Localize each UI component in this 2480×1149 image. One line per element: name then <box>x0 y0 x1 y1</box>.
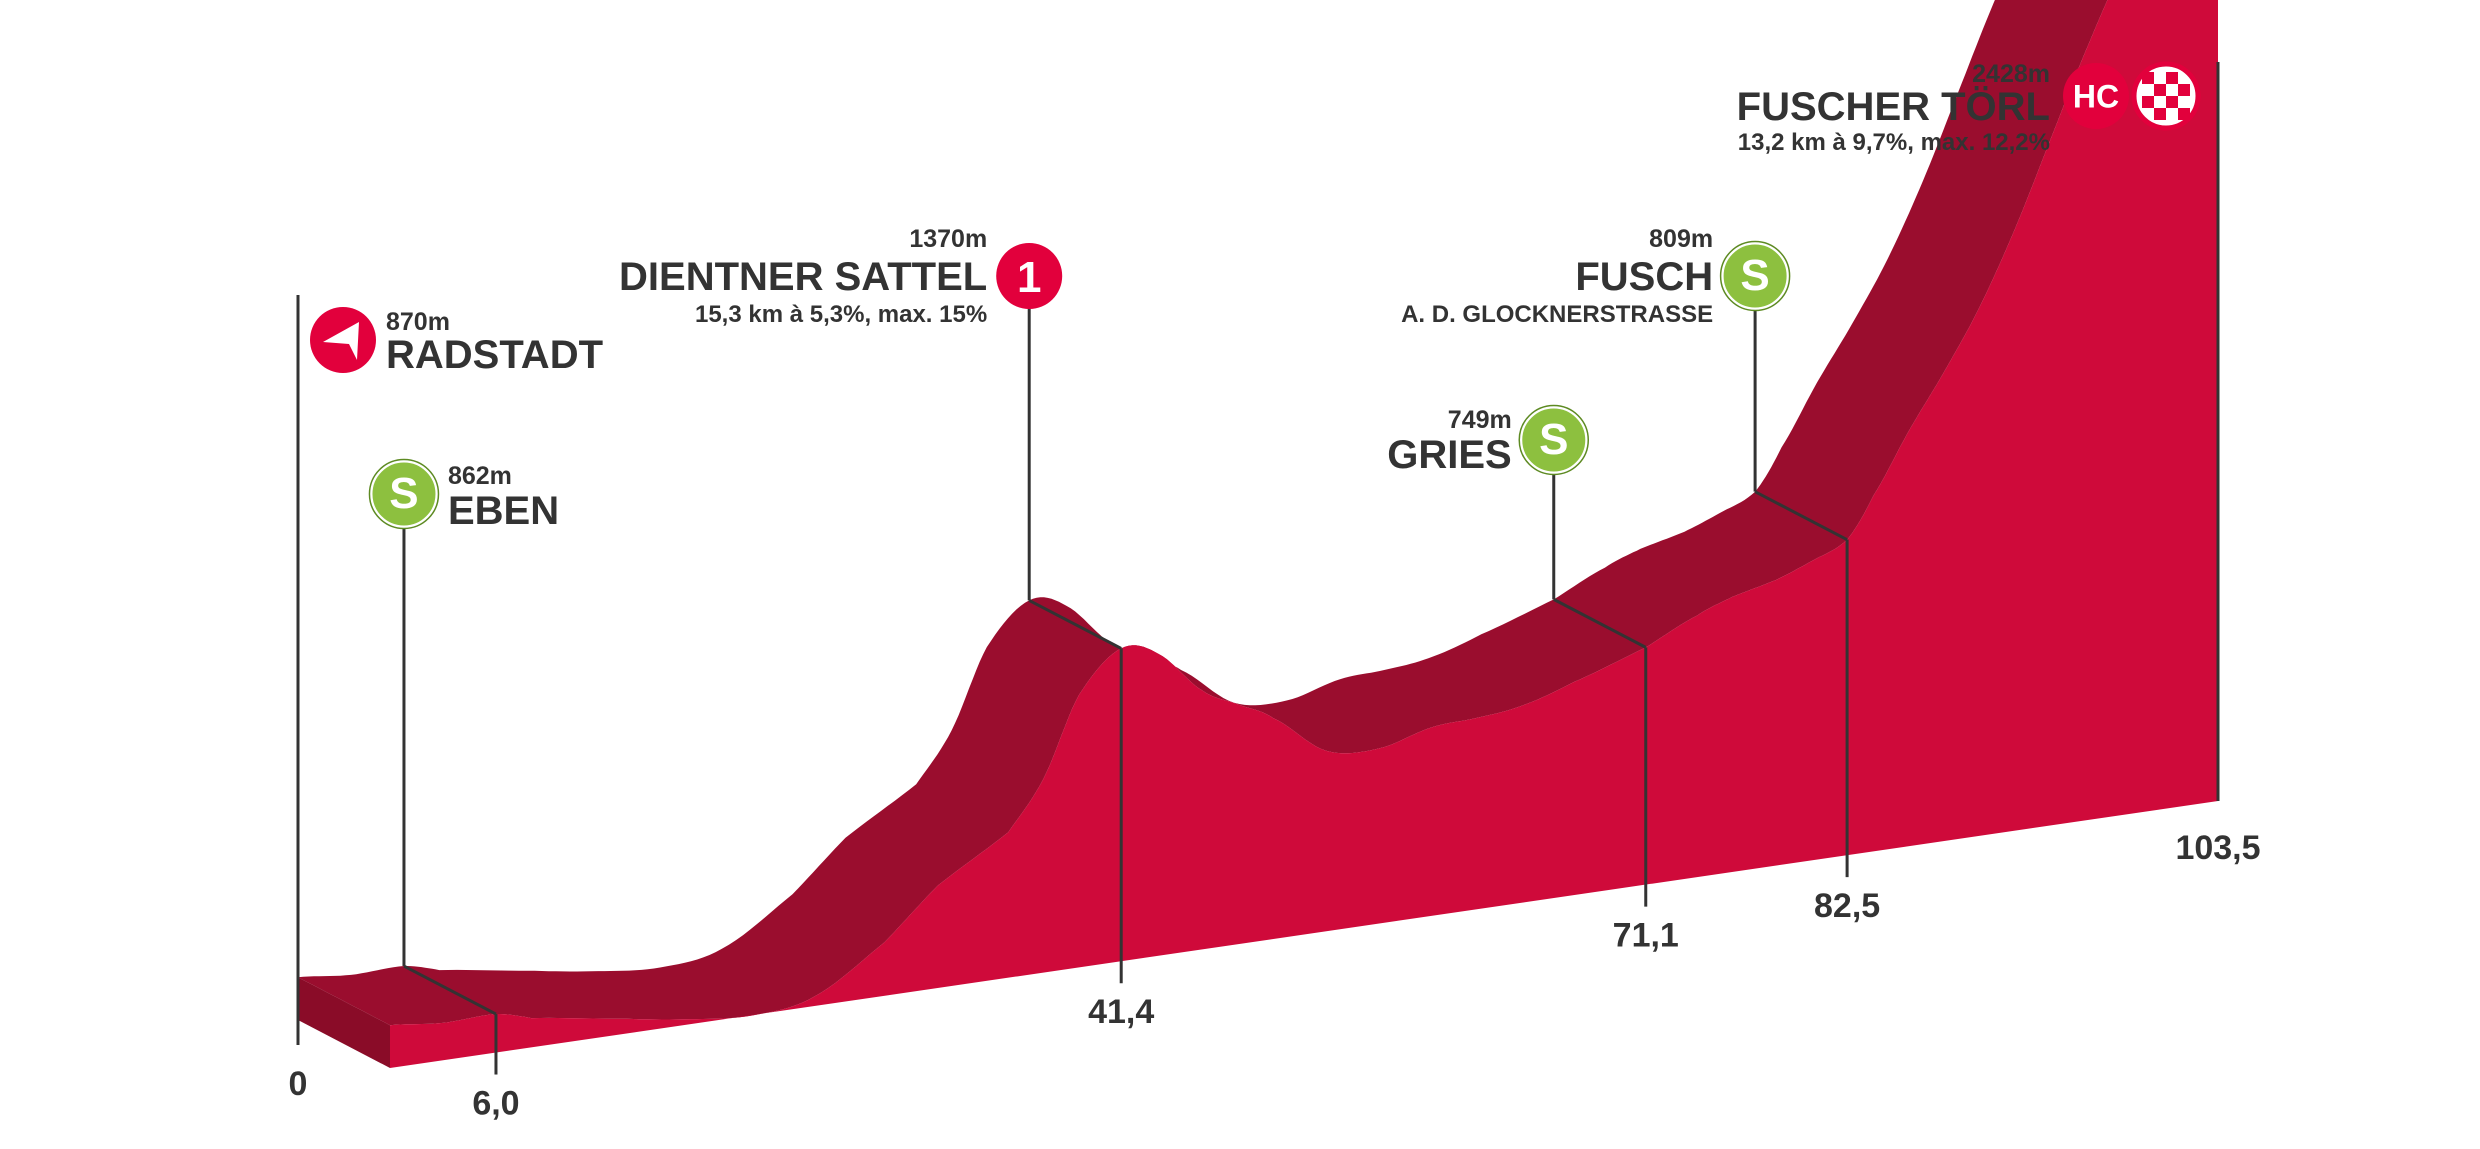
sprint-badge-letter: S <box>1740 251 1769 300</box>
distance-label: 103,5 <box>2175 829 2260 867</box>
kom-badge-text: 1 <box>1017 253 1041 302</box>
marker-lines-layer <box>296 62 2220 1075</box>
waypoint-name: FUSCH <box>1575 255 1713 299</box>
distance-label: 82,5 <box>1814 887 1880 925</box>
waypoint-note: 15,3 km à 5,3%, max. 15% <box>695 301 987 328</box>
sprint-icon: S <box>1719 240 1791 312</box>
kom-badge-circle <box>996 243 1063 309</box>
finish-flag-square <box>2178 84 2190 96</box>
sprint-badge-letter: S <box>1539 415 1568 464</box>
terrain-side-face <box>298 977 390 1068</box>
sprint-badge-ring <box>1518 404 1590 476</box>
finish-flag-square <box>2142 72 2154 84</box>
finish-flag-square <box>2178 108 2190 120</box>
distance-label: 41,4 <box>1088 993 1154 1031</box>
finish-note: 13,2 km à 9,7%, max. 12,2% <box>1738 129 2050 156</box>
finish-flag-square <box>2142 96 2154 108</box>
start-altitude: 870m <box>386 308 450 336</box>
waypoint-name: GRIES <box>1387 433 1511 477</box>
waypoint-altitude: 809m <box>1649 225 1713 253</box>
depth-line <box>1553 598 1647 649</box>
terrain-layer <box>298 0 2218 1068</box>
distance-label: 0 <box>289 1065 308 1103</box>
depth-line <box>403 964 497 1016</box>
depth-line <box>1028 599 1122 650</box>
start-name: RADSTADT <box>386 333 603 377</box>
start-arrow-icon <box>310 307 376 373</box>
sprint-badge-ring <box>368 458 440 530</box>
finish-name: FUSCHER TÖRL <box>1737 84 2050 129</box>
kom-badge-text: HC <box>2073 79 2119 115</box>
sprint-icon: S <box>368 458 440 530</box>
waypoint-name: EBEN <box>448 489 559 533</box>
terrain-top-surface <box>298 0 2108 1026</box>
finish-flag-square <box>2154 108 2166 120</box>
waypoint-altitude: 1370m <box>909 225 987 253</box>
sprint-badge-circle <box>369 459 439 529</box>
finish-flag-square <box>2166 96 2178 108</box>
waypoint-altitude: 749m <box>1448 406 1512 434</box>
sprint-badge-letter: S <box>389 469 418 518</box>
sprint-badge-circle <box>1519 405 1589 475</box>
waypoint-name: DIENTNER SATTEL <box>619 255 987 299</box>
start-arrow-shape <box>323 322 359 360</box>
finish-flag-square <box>2166 72 2178 84</box>
distance-label: 6,0 <box>472 1085 519 1123</box>
finish-flag-square <box>2154 84 2166 96</box>
waypoint-altitude: 862m <box>448 462 512 490</box>
sprint-icon: S <box>1518 404 1590 476</box>
finish-flag-icon <box>2131 61 2201 131</box>
waypoint-note: A. D. GLOCKNERSTRASSE <box>1401 301 1713 328</box>
terrain-front-face <box>390 0 2218 1068</box>
sprint-badge-circle <box>1720 241 1790 311</box>
sprint-badge-ring <box>1719 240 1791 312</box>
kom-badge-circle <box>2063 63 2129 129</box>
finish-altitude: 2428m <box>1972 60 2050 88</box>
distance-label: 71,1 <box>1613 917 1679 955</box>
kom-cat1-icon: 1 <box>996 243 1063 309</box>
kom-hc-icon: HC <box>2063 63 2129 129</box>
depth-line <box>1754 490 1848 542</box>
